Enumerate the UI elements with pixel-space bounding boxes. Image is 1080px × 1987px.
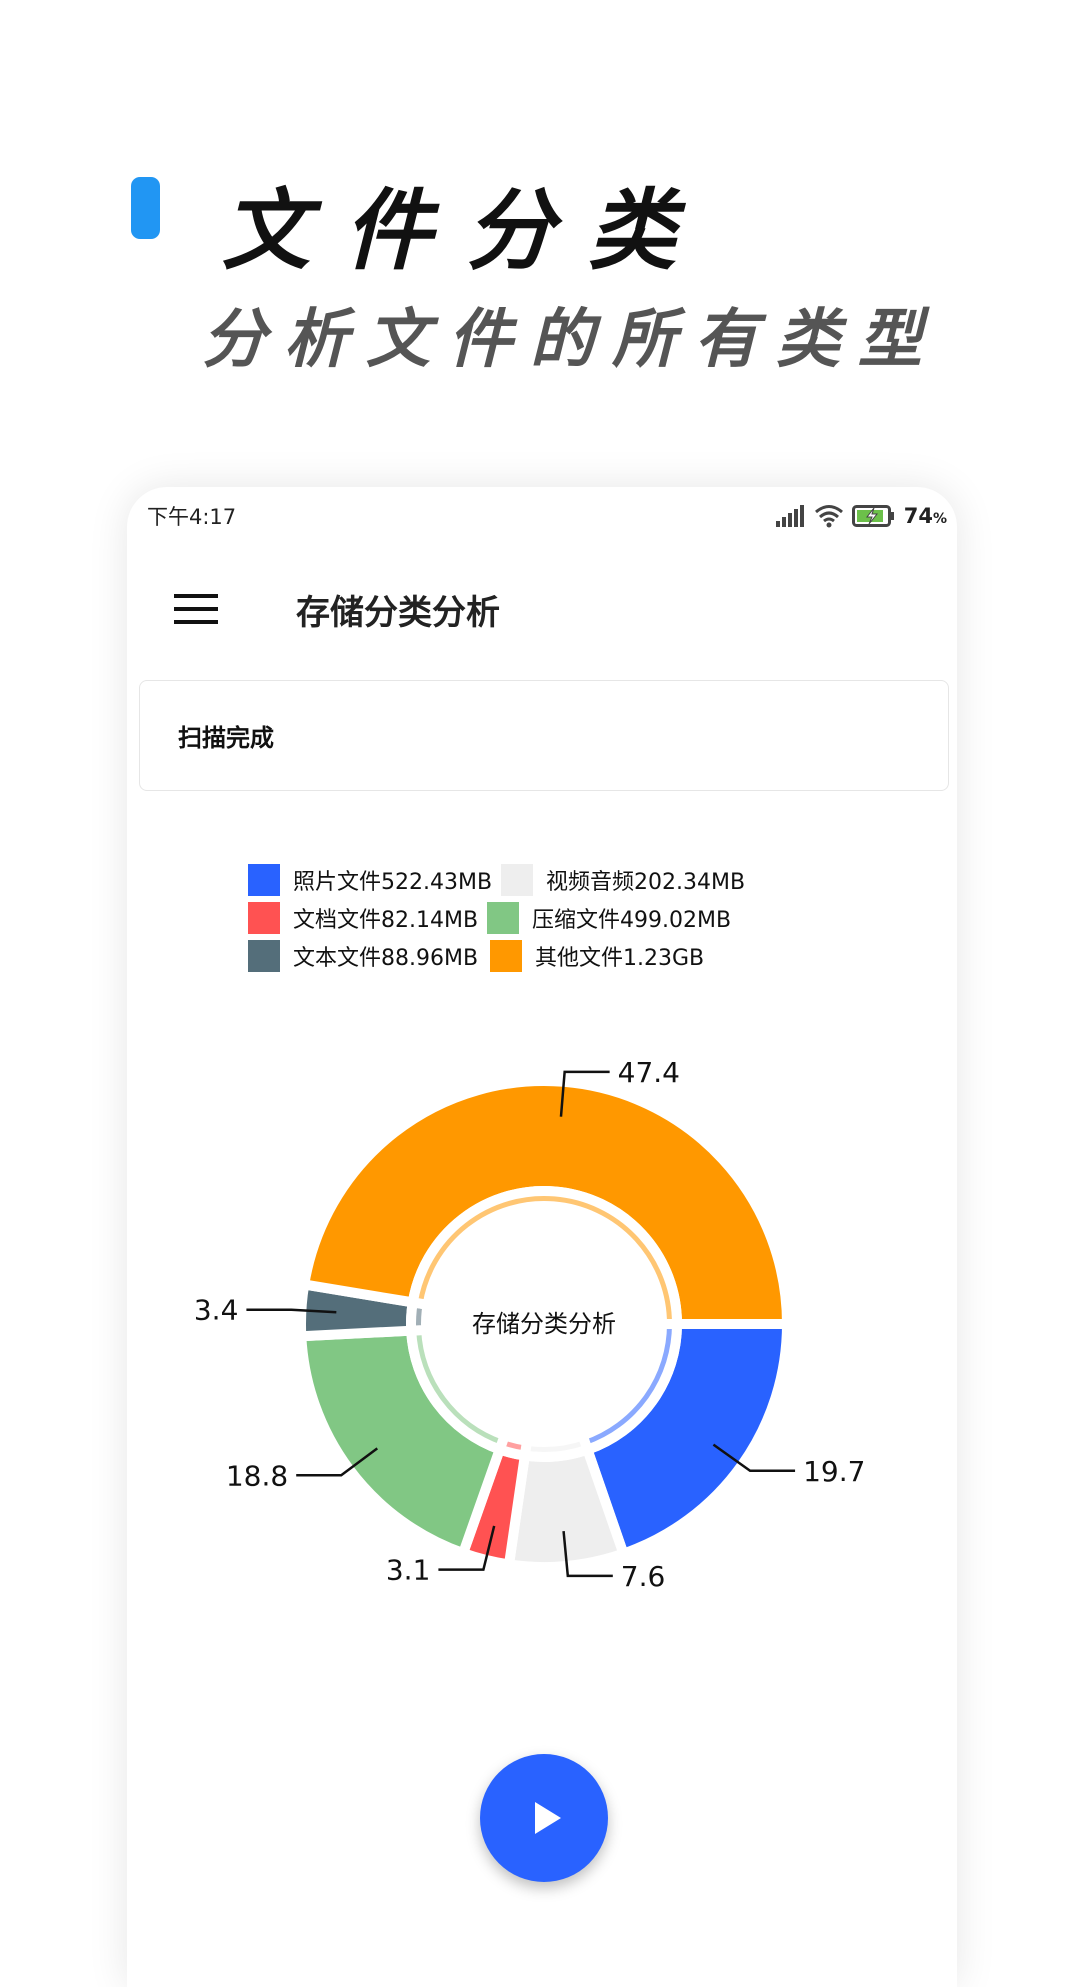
legend-item: 文档文件82.14MB [248, 902, 478, 934]
pie-slice[interactable] [296, 1325, 507, 1560]
label-leader-line [296, 1447, 379, 1477]
label-leader-line [559, 1070, 610, 1117]
legend-item: 其他文件1.23GB [490, 940, 704, 972]
label-leader-line [712, 1443, 796, 1473]
legend-swatch [501, 864, 533, 896]
legend-swatch [248, 902, 280, 934]
legend-item: 照片文件522.43MB [248, 864, 492, 896]
toolbar: 存储分类分析 [127, 577, 957, 641]
legend-swatch [490, 940, 522, 972]
legend-label: 文本文件88.96MB [293, 946, 479, 971]
label-leader-line [438, 1525, 496, 1571]
legend-item: 文本文件88.96MB [248, 940, 478, 972]
signal-icon [775, 505, 804, 527]
battery-charging-icon [851, 505, 894, 527]
legend-swatch [248, 864, 280, 896]
pie-slice-inner-ring [407, 1186, 683, 1329]
legend-label: 其他文件1.23GB [535, 946, 705, 971]
legend-label: 视频音频202.34MB [546, 870, 746, 895]
status-bar: 下午4:17 74% [147, 501, 947, 531]
battery-unit: % [932, 511, 947, 527]
chart-center-label: 存储分类分析 [472, 1310, 616, 1338]
toolbar-title: 存储分类分析 [296, 592, 500, 633]
play-icon [535, 1802, 561, 1834]
slice-value-label: 19.7 [803, 1455, 865, 1488]
legend-item: 视频音频202.34MB [501, 864, 745, 896]
label-leader-line [246, 1308, 337, 1314]
label-leader-line [562, 1530, 613, 1578]
scan-status-card: 扫描完成 [139, 680, 949, 791]
legend-label: 文档文件82.14MB [293, 908, 479, 933]
play-button[interactable] [480, 1754, 608, 1882]
pie-slice-inner-ring [519, 1429, 594, 1462]
wifi-icon [814, 505, 843, 528]
legend-label: 照片文件522.43MB [293, 870, 493, 895]
slice-value-label: 47.4 [618, 1056, 680, 1089]
slice-value-label: 18.8 [226, 1459, 288, 1492]
scan-status-text: 扫描完成 [178, 724, 274, 752]
slice-value-label: 7.6 [621, 1560, 666, 1593]
promo-subtitle: 分析文件的所有类型 [202, 302, 940, 377]
phone-screen: 下午4:17 74% 存储分类分析 扫描完成 照片文件522.43MB 视频音频… [127, 487, 957, 1987]
legend-label: 压缩文件499.02MB [532, 908, 732, 933]
battery-level: 74 [903, 504, 933, 528]
title-accent-bar [131, 177, 160, 239]
hamburger-icon[interactable] [174, 594, 218, 624]
status-time: 下午4:17 [147, 505, 237, 529]
slice-value-label: 3.1 [386, 1554, 431, 1587]
legend-swatch [487, 902, 519, 934]
legend-item: 压缩文件499.02MB [487, 902, 731, 934]
donut-chart: 19.7 7.6 3.1 18.8 3.4 47.4 存储分类分析 [194, 1056, 866, 1593]
legend-swatch [248, 940, 280, 972]
promo-title: 文件分类 [222, 178, 711, 282]
slice-value-label: 3.4 [194, 1294, 239, 1327]
